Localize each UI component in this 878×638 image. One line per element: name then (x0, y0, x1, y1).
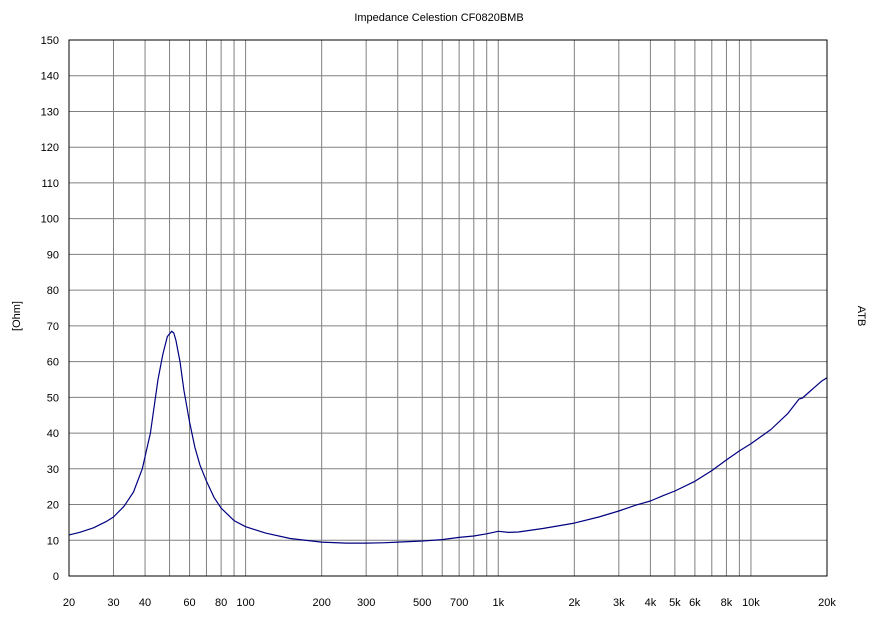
y-tick-label: 0 (53, 571, 59, 583)
y-tick-label: 150 (41, 35, 59, 47)
x-tick-label: 300 (357, 597, 375, 609)
y-tick-label: 10 (47, 535, 59, 547)
x-tick-label: 20k (818, 597, 836, 609)
plot-frame (68, 39, 828, 577)
x-tick-label: 1k (492, 597, 504, 609)
x-tick-label: 2k (569, 597, 581, 609)
y-tick-label: 110 (41, 178, 59, 190)
x-tick-label: 200 (312, 597, 330, 609)
x-tick-label: 8k (721, 597, 733, 609)
x-tick-label: 700 (450, 597, 468, 609)
side-label: ATB (855, 306, 867, 327)
y-tick-label: 70 (47, 321, 59, 333)
x-tick-label: 80 (215, 597, 227, 609)
x-tick-label: 500 (413, 597, 431, 609)
y-tick-label: 90 (47, 249, 59, 261)
y-tick-label: 120 (41, 142, 59, 154)
y-tick-labels: 0 10 20 30 40 50 60 70 80 90 100 110 120 130 140 150 (41, 35, 59, 583)
x-tick-label: 60 (183, 597, 195, 609)
y-tick-label: 20 (47, 500, 59, 512)
x-tick-labels: 20 30 40 60 80 100 200 300 500 700 1k 2k 3k 4k 5k 6k 8k 1… (63, 597, 836, 609)
grid-layer (69, 39, 827, 577)
x-tick-label: 4k (645, 597, 657, 609)
y-tick-label: 40 (47, 428, 59, 440)
x-tick-label: 20 (63, 597, 75, 609)
y-tick-label: 80 (47, 285, 59, 297)
y-tick-label: 100 (41, 214, 59, 226)
x-tick-label: 10k (742, 597, 760, 609)
x-tick-label: 100 (236, 597, 254, 609)
chart-title: Impedance Celestion CF0820BMB (354, 12, 523, 24)
x-tick-label: 3k (613, 597, 625, 609)
x-tick-label: 40 (139, 597, 151, 609)
y-tick-label: 60 (47, 357, 59, 369)
x-tick-label: 30 (107, 597, 119, 609)
y-tick-label: 140 (41, 71, 59, 83)
y-tick-label: 30 (47, 464, 59, 476)
y-tick-label: 50 (47, 392, 59, 404)
y-tick-label: 130 (41, 106, 59, 118)
x-tick-label: 6k (689, 597, 701, 609)
x-tick-label: 5k (669, 597, 681, 609)
impedance-series-line (68, 330, 828, 544)
plot-layer (68, 330, 828, 544)
y-axis-label: [Ohm] (11, 301, 23, 331)
